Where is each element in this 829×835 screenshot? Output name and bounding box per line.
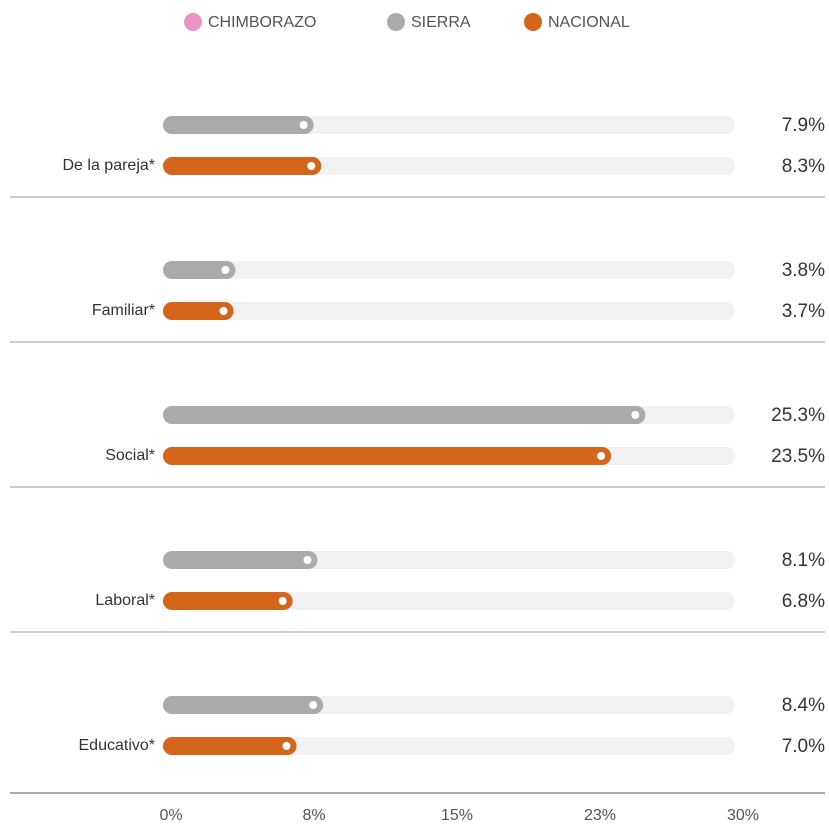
- bar-end-dot: [631, 411, 640, 419]
- x-tick-label: 8%: [302, 807, 325, 824]
- legend-swatch: [387, 13, 405, 31]
- value-label: 23.5%: [771, 446, 825, 467]
- bar-end-dot: [309, 701, 318, 709]
- legend-label: SIERRA: [411, 14, 471, 31]
- value-label: 3.7%: [782, 301, 825, 322]
- value-label: 7.0%: [782, 736, 825, 757]
- value-label: 25.3%: [771, 405, 825, 426]
- bar-track: [163, 302, 735, 320]
- bar: [163, 551, 318, 569]
- bar: [163, 406, 646, 424]
- bar-track: [163, 261, 735, 279]
- legend-swatch: [524, 13, 542, 31]
- bar-end-dot: [299, 121, 308, 129]
- bar: [163, 696, 324, 714]
- bar: [163, 737, 297, 755]
- category-label: De la pareja*: [63, 157, 156, 174]
- category-label: Laboral*: [95, 592, 155, 609]
- category-label: Social*: [105, 447, 155, 464]
- bar: [163, 302, 234, 320]
- bar-track: [163, 737, 735, 755]
- bar-end-dot: [303, 556, 312, 564]
- bar: [163, 116, 314, 134]
- bar-end-dot: [282, 742, 291, 750]
- legend-swatch: [184, 13, 202, 31]
- x-tick-label: 30%: [727, 807, 759, 824]
- value-label: 7.9%: [782, 115, 825, 136]
- value-label: 8.4%: [782, 695, 825, 716]
- x-tick-label: 15%: [441, 807, 473, 824]
- bar: [163, 592, 293, 610]
- bar-end-dot: [221, 266, 230, 274]
- bar-end-dot: [278, 597, 287, 605]
- bar: [163, 261, 236, 279]
- value-label: 8.3%: [782, 156, 825, 177]
- category-label: Familiar*: [92, 302, 155, 319]
- category-label: Educativo*: [79, 737, 156, 754]
- x-tick-label: 23%: [584, 807, 616, 824]
- value-label: 6.8%: [782, 591, 825, 612]
- legend-label: CHIMBORAZO: [208, 14, 316, 31]
- value-label: 8.1%: [782, 550, 825, 571]
- bar-end-dot: [307, 162, 316, 170]
- value-label: 3.8%: [782, 260, 825, 281]
- bar-end-dot: [597, 452, 606, 460]
- x-tick-label: 0%: [159, 807, 182, 824]
- bar: [163, 447, 612, 465]
- bar-end-dot: [219, 307, 228, 315]
- bar-track: [163, 592, 735, 610]
- bar: [163, 157, 322, 175]
- legend-label: NACIONAL: [548, 14, 630, 31]
